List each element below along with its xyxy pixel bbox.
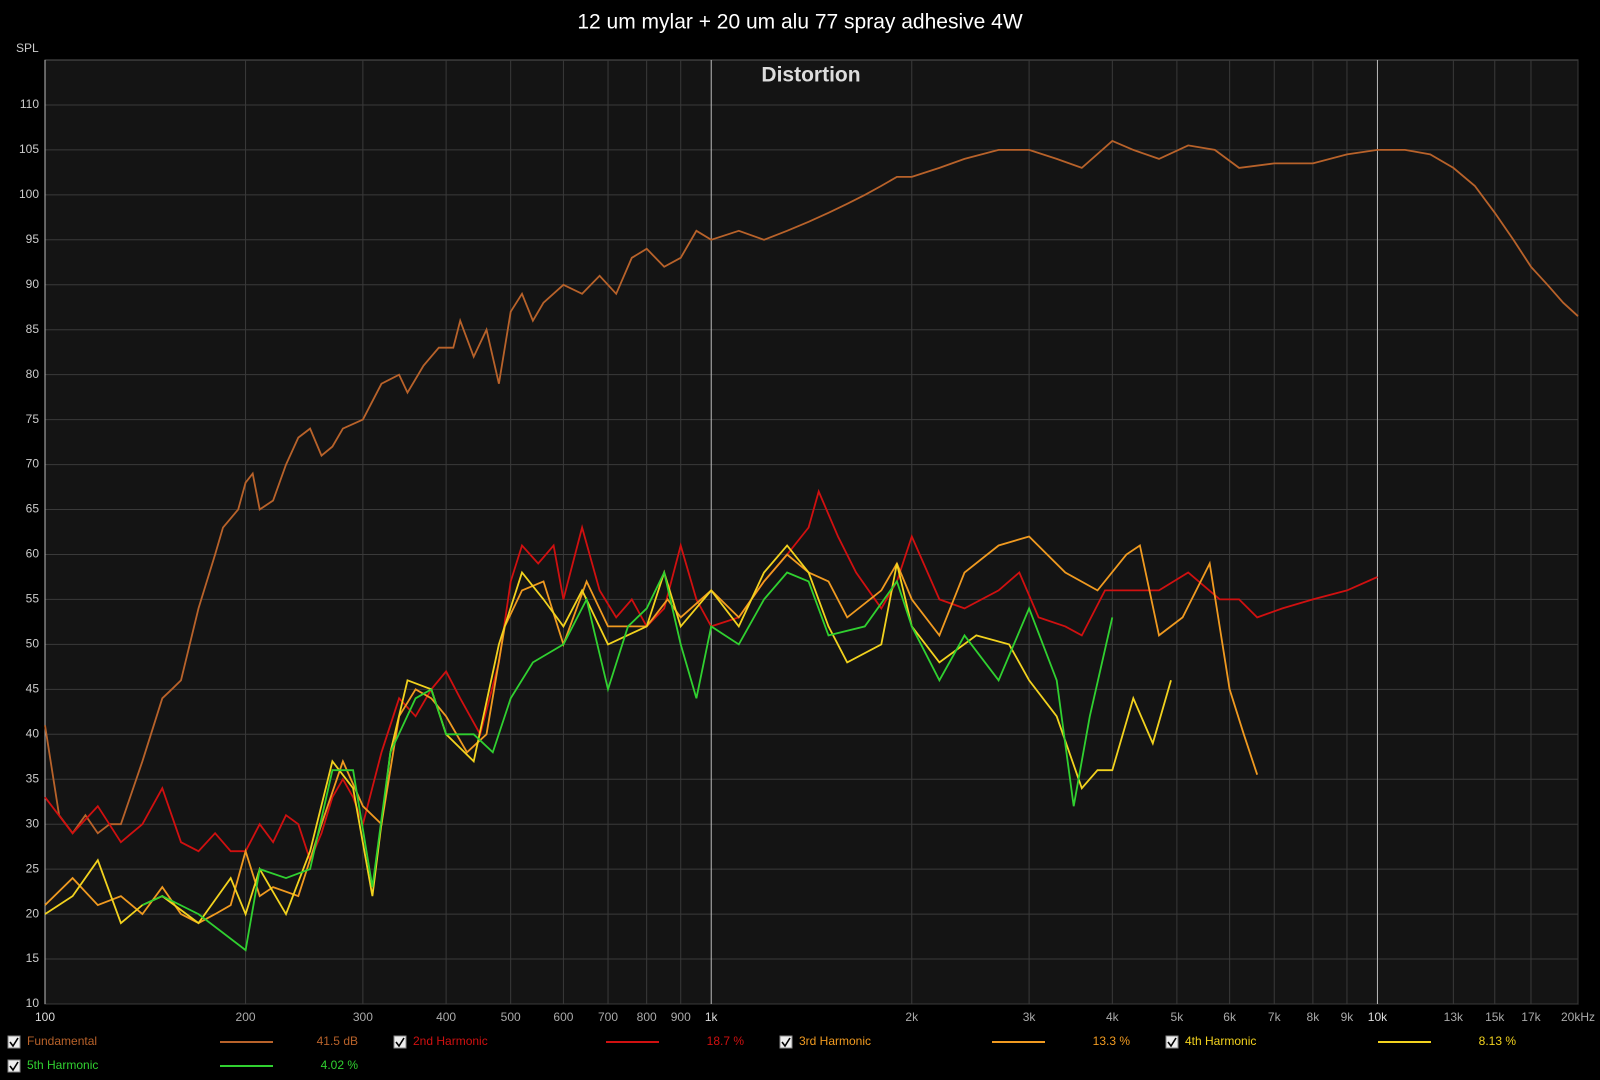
y-tick-label: 65: [26, 502, 40, 516]
y-tick-label: 75: [26, 412, 40, 426]
x-tick-label: 100: [35, 1010, 55, 1024]
legend-label: 2nd Harmonic: [413, 1034, 488, 1048]
legend-checkbox[interactable]: [779, 1035, 793, 1049]
y-tick-label: 35: [26, 771, 40, 785]
x-tick-label: 800: [637, 1010, 657, 1024]
legend-readout: 18.7 %: [707, 1034, 745, 1048]
legend-readout: 13.3 %: [1093, 1034, 1131, 1048]
plot-area: [44, 59, 1579, 1005]
legend-item: 3rd Harmonic 13.3 %: [779, 1034, 1131, 1049]
legend-checkbox[interactable]: [393, 1035, 407, 1049]
y-tick-label: 100: [19, 187, 39, 201]
legend-readout: 8.13 %: [1479, 1034, 1517, 1048]
chart-subtitle: Distortion: [761, 64, 860, 87]
y-tick-label: 80: [26, 367, 40, 381]
legend-checkbox[interactable]: [7, 1035, 21, 1049]
legend-label: 3rd Harmonic: [799, 1034, 871, 1048]
x-tick-label: 8k: [1307, 1010, 1321, 1024]
chart-title: 12 um mylar + 20 um alu 77 spray adhesiv…: [577, 11, 1022, 34]
legend: Fundamental 41.5 dB 2nd Harmonic 18.7 % 3rd …: [7, 1034, 1517, 1073]
x-tick-label: 6k: [1223, 1010, 1237, 1024]
y-tick-label: 15: [26, 951, 40, 965]
x-tick-label: 1k: [705, 1010, 719, 1024]
x-tick-label: 10k: [1368, 1010, 1388, 1024]
legend-check: [1167, 1037, 1177, 1048]
legend-check: [395, 1037, 405, 1048]
series-line: [44, 488, 1378, 863]
x-tick-label: 500: [501, 1010, 521, 1024]
x-tick-label: 15k: [1485, 1010, 1505, 1024]
legend-readout: 41.5 dB: [317, 1034, 358, 1048]
y-tick-label: 85: [26, 322, 40, 336]
x-tick-label: 5k: [1171, 1010, 1185, 1024]
legend-item: 4th Harmonic 8.13 %: [1165, 1034, 1517, 1049]
x-tick-label: 2k: [905, 1010, 919, 1024]
legend-check: [9, 1061, 19, 1072]
series-line: [44, 544, 1172, 925]
y-tick-label: 55: [26, 592, 40, 606]
y-tick-label: 40: [26, 726, 40, 740]
y-tick-label: 10: [26, 996, 40, 1010]
y-tick-label: 30: [26, 816, 40, 830]
legend-checkbox[interactable]: [7, 1059, 21, 1073]
x-tick-label: 9k: [1341, 1010, 1355, 1024]
x-tick-label: 3k: [1023, 1010, 1037, 1024]
x-tick-label: 13k: [1444, 1010, 1464, 1024]
series-lines: [44, 139, 1579, 952]
x-tick-label: 700: [598, 1010, 618, 1024]
y-tick-label: 95: [26, 232, 40, 246]
legend-checkbox[interactable]: [1165, 1035, 1179, 1049]
y-tick-label: 70: [26, 457, 40, 471]
legend-item: Fundamental 41.5 dB: [7, 1034, 358, 1049]
legend-check: [781, 1037, 791, 1048]
legend-item: 2nd Harmonic 18.7 %: [393, 1034, 745, 1049]
legend-check: [9, 1037, 19, 1048]
x-tick-label: 4k: [1106, 1010, 1120, 1024]
x-tick-label: 300: [353, 1010, 373, 1024]
legend-label: 5th Harmonic: [27, 1058, 98, 1072]
legend-label: Fundamental: [27, 1034, 97, 1048]
x-tick-label: 900: [671, 1010, 691, 1024]
series-line: [142, 569, 1114, 952]
y-tick-label: 45: [26, 682, 40, 696]
legend-readout: 4.02 %: [321, 1058, 359, 1072]
y-tick-label: 50: [26, 637, 40, 651]
legend-label: 4th Harmonic: [1185, 1034, 1256, 1048]
series-line: [44, 535, 1259, 925]
grid: 10 15 20 25 30 35 40 45 50 55 60 65 70 75 80 85 90 95 100 1…: [19, 60, 1595, 1024]
x-tick-label: 400: [436, 1010, 456, 1024]
y-axis-label: SPL: [16, 41, 39, 55]
series-line: [44, 139, 1579, 835]
y-tick-label: 110: [20, 97, 39, 111]
x-tick-label: 200: [236, 1010, 256, 1024]
y-tick-label: 60: [26, 547, 40, 561]
x-tick-label: 600: [553, 1010, 573, 1024]
x-tick-label: 17k: [1521, 1010, 1541, 1024]
x-tick-label: 7k: [1268, 1010, 1282, 1024]
x-tick-label: 20kHz: [1561, 1010, 1595, 1024]
y-tick-label: 105: [19, 142, 39, 156]
y-tick-label: 25: [26, 861, 40, 875]
legend-item: 5th Harmonic 4.02 %: [7, 1058, 359, 1073]
y-tick-label: 90: [26, 277, 40, 291]
y-tick-label: 20: [26, 906, 40, 920]
